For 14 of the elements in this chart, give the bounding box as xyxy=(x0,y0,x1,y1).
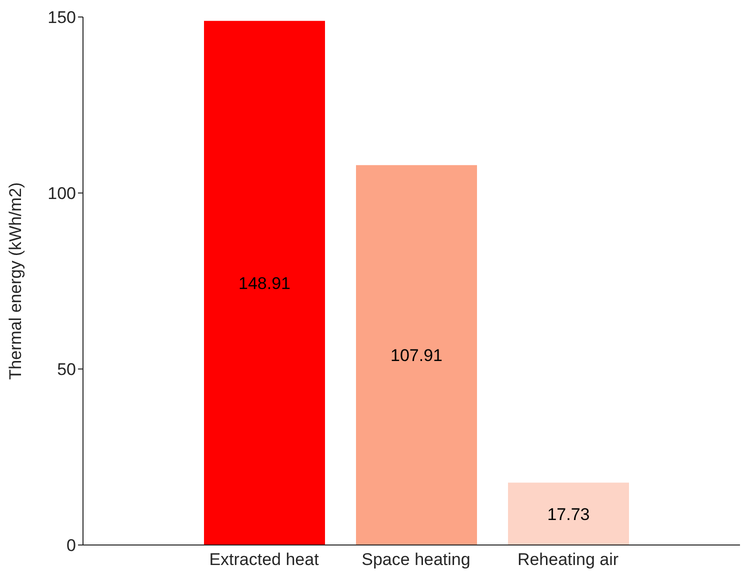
data-label: 107.91 xyxy=(390,346,442,366)
y-tick-label: 50 xyxy=(57,360,76,380)
bar xyxy=(204,20,325,545)
bar xyxy=(356,165,477,545)
data-label: 148.91 xyxy=(238,274,290,293)
y-axis-title: Thermal energy (kWh/m2) xyxy=(6,182,26,380)
y-tick-label: 150 xyxy=(48,8,76,28)
x-tick-label: Reheating air xyxy=(517,550,619,570)
x-tick-label: Extracted heat xyxy=(209,550,320,570)
y-tick-label: 100 xyxy=(48,184,76,204)
bar xyxy=(508,482,629,545)
y-tick-label: 0 xyxy=(66,536,76,556)
x-tick-label: Space heating xyxy=(362,550,470,570)
data-label: 17.73 xyxy=(547,504,590,524)
